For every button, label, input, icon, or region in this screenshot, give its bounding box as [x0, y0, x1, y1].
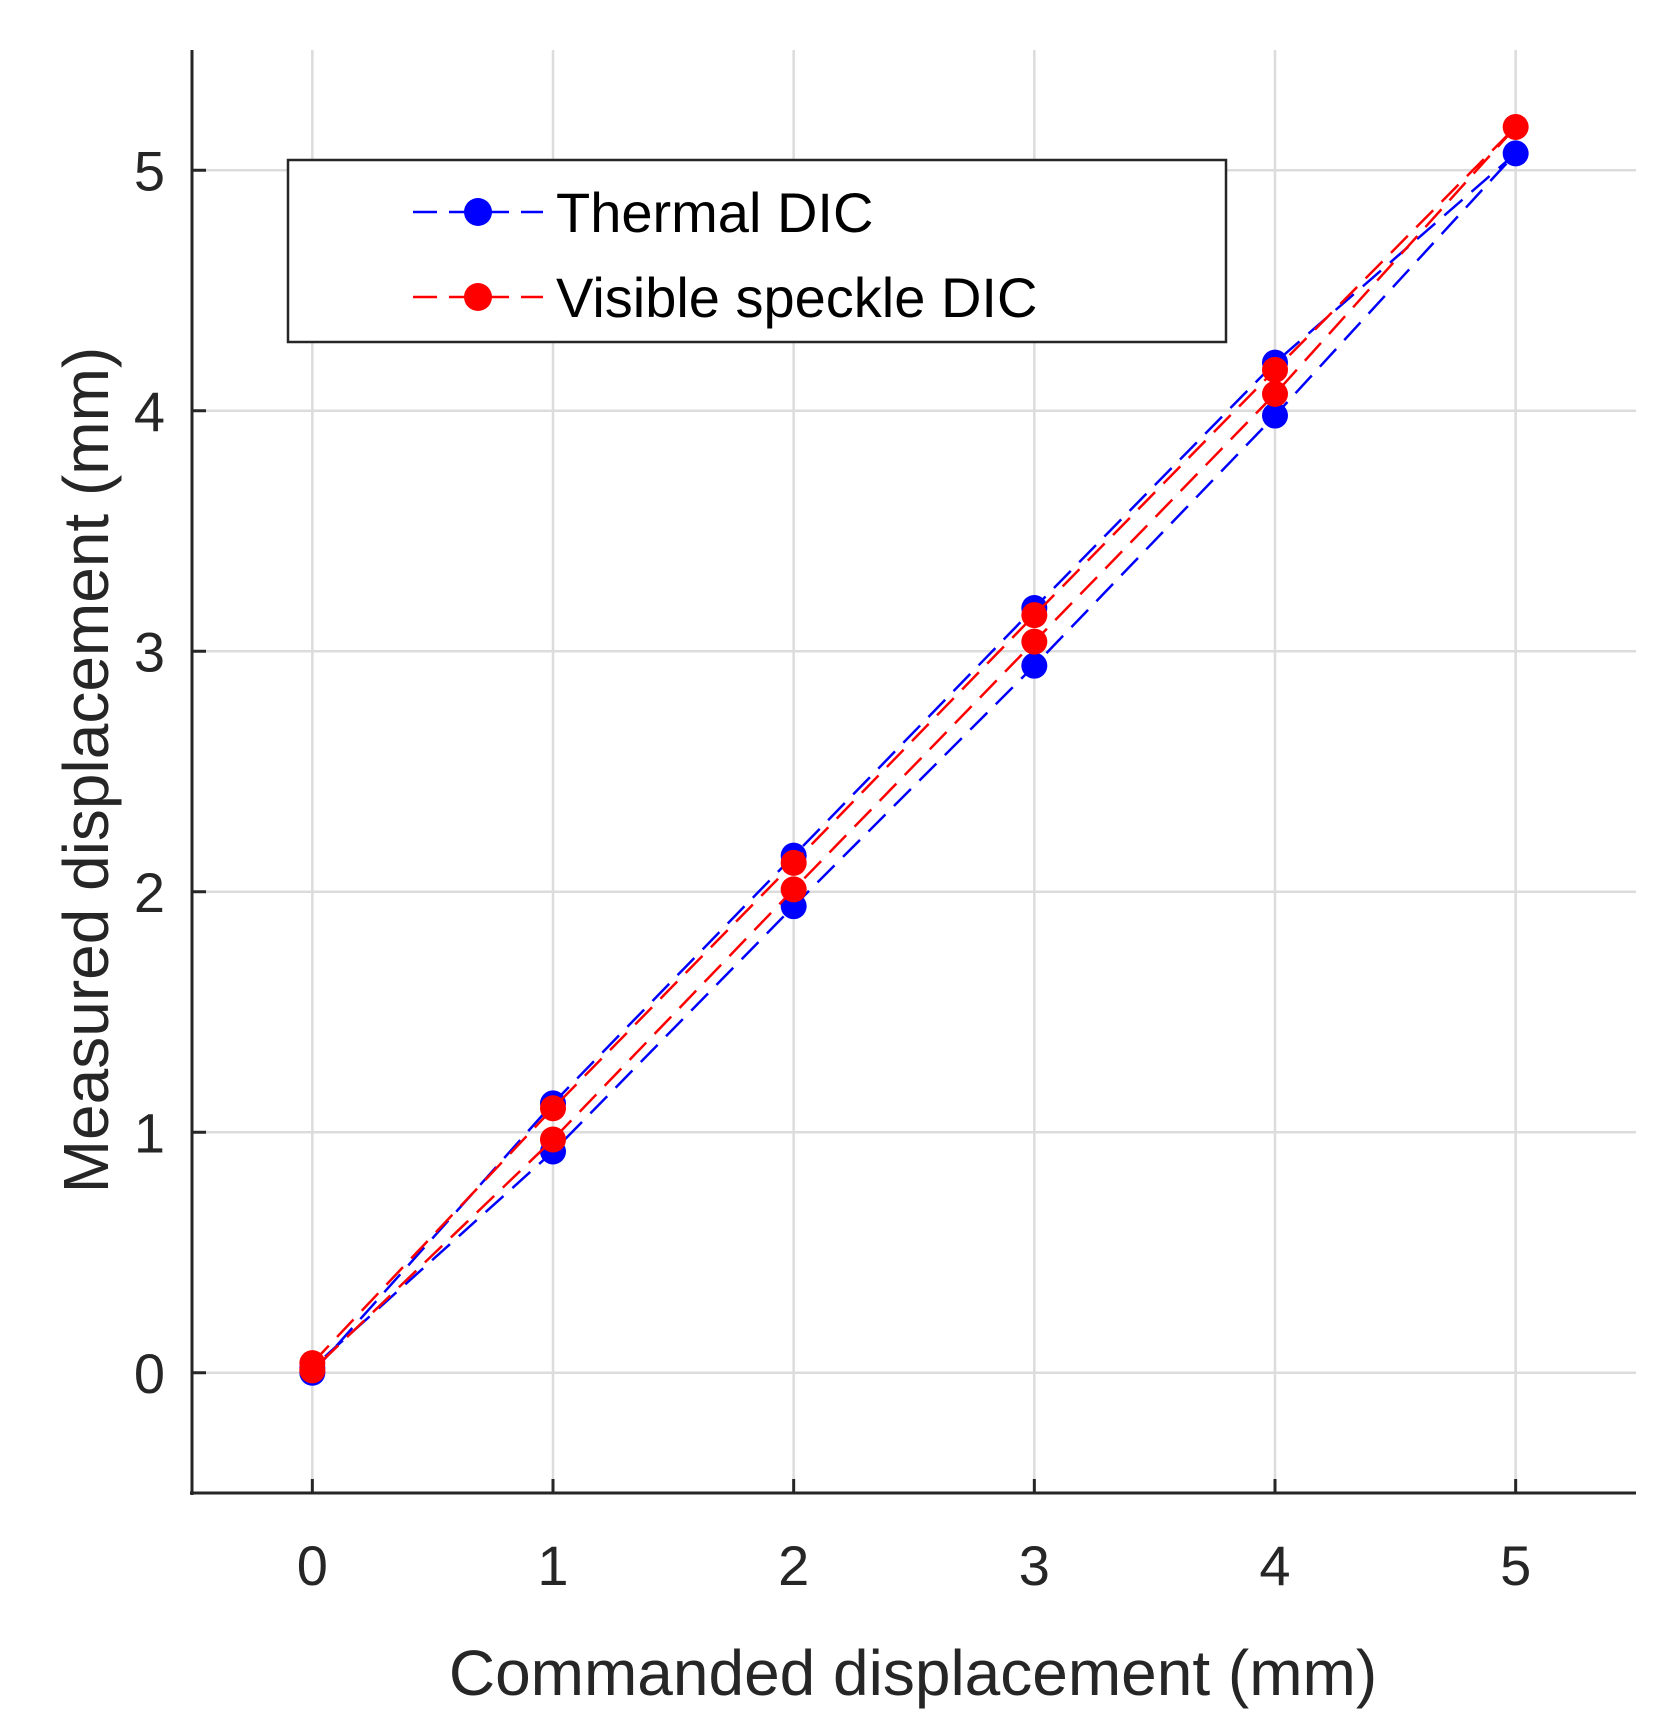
legend-entries: Thermal DIC Visible speckle DIC	[413, 181, 1037, 329]
data-point	[1021, 652, 1048, 679]
series-line	[311, 126, 1517, 1372]
legend-marker	[464, 198, 492, 226]
series-visible-speckle-dic	[299, 113, 1529, 1384]
y-tick-label: 5	[134, 139, 165, 202]
x-tick-label: 4	[1259, 1534, 1290, 1597]
legend-entry: Visible speckle DIC	[413, 266, 1037, 329]
data-point	[780, 876, 807, 903]
data-point	[780, 849, 807, 876]
axes	[190, 50, 1636, 1495]
data-point	[1262, 380, 1288, 407]
series-layer	[299, 113, 1529, 1386]
data-point	[1502, 140, 1529, 167]
legend-entry: Thermal DIC	[413, 181, 873, 244]
data-point	[540, 1095, 566, 1122]
y-tick-label: 4	[134, 380, 165, 443]
y-tick-label: 2	[134, 861, 165, 924]
y-tick-label: 3	[134, 620, 165, 683]
data-point	[1502, 113, 1529, 140]
data-point	[1021, 628, 1048, 655]
data-point	[1262, 402, 1288, 429]
data-point	[299, 1357, 326, 1384]
x-tick-label: 1	[537, 1534, 568, 1597]
x-tick-label: 3	[1019, 1534, 1050, 1597]
legend-box	[286, 158, 1228, 344]
x-tick-labels: 0 1 2 3 4 5	[297, 1534, 1531, 1597]
x-tick-label: 2	[778, 1534, 809, 1597]
y-tick-label: 0	[134, 1342, 165, 1405]
x-tick-label: 0	[297, 1534, 328, 1597]
y-axis-label: Measured displacement (mm)	[50, 347, 122, 1194]
legend-marker	[464, 283, 492, 311]
data-point	[1262, 356, 1288, 383]
x-tick-label: 5	[1500, 1534, 1531, 1597]
y-tick-labels: 0 1 2 3 4 5	[134, 139, 165, 1405]
x-axis-label: Commanded displacement (mm)	[449, 1637, 1377, 1709]
legend-label: Thermal DIC	[556, 181, 873, 244]
data-point	[1021, 602, 1048, 629]
y-tick-label: 1	[134, 1101, 165, 1164]
data-point	[540, 1126, 566, 1153]
legend-label: Visible speckle DIC	[556, 266, 1037, 329]
legend: Thermal DIC Visible speckle DIC	[286, 158, 1228, 344]
